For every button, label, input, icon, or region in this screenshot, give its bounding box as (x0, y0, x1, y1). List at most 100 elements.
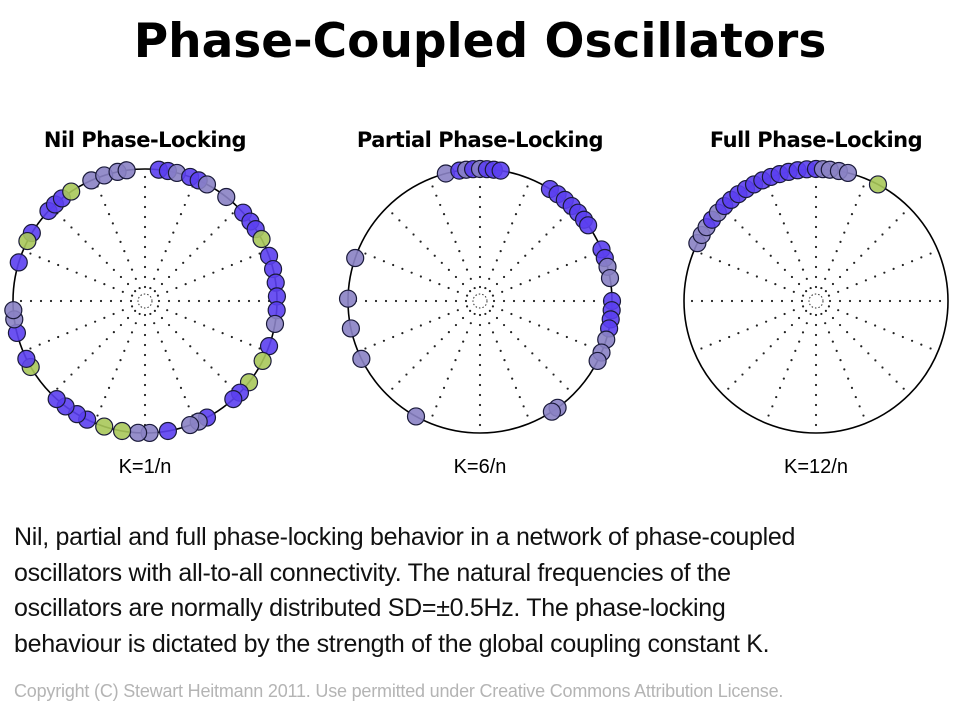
grid-dot (143, 373, 147, 377)
grid-dot (783, 331, 786, 334)
grid-dot (99, 299, 103, 303)
grid-dot (469, 277, 472, 280)
phase-circle (4, 160, 287, 443)
grid-dot (783, 312, 786, 316)
grid-dot (831, 259, 834, 262)
grid-dot (130, 268, 134, 271)
grid-dot (510, 286, 513, 290)
grid-dot (828, 299, 832, 303)
grid-dot (867, 247, 870, 250)
grid-dot (783, 268, 786, 271)
grid-dot (846, 331, 849, 334)
grid-dot (547, 328, 550, 331)
coupling-label: K=1/n (118, 456, 172, 478)
grid-dot (478, 353, 482, 357)
grid-dot (545, 366, 548, 369)
grid-dot (908, 299, 912, 303)
grid-dot (177, 299, 181, 303)
grid-dot (769, 345, 772, 348)
grid-dot (503, 359, 506, 362)
grid-dot (528, 279, 531, 282)
grid-dot (538, 324, 541, 327)
grid-dot (820, 286, 823, 290)
grid-dot (410, 271, 413, 274)
oscillator-marker (588, 351, 607, 371)
grid-dot (780, 299, 784, 303)
grid-dot (29, 299, 33, 303)
grid-dot (920, 256, 923, 259)
grid-dot (478, 265, 482, 269)
grid-dot (910, 339, 914, 342)
grid-dot (835, 250, 838, 253)
grid-dot (502, 299, 506, 303)
grid-dot (552, 299, 556, 303)
grid-dot (510, 268, 513, 271)
grid-dot (478, 275, 482, 279)
grid-dot (478, 393, 482, 397)
grid-dot (827, 268, 831, 271)
grid-dot (429, 279, 432, 282)
grid-dot (239, 260, 243, 263)
grid-dot (559, 380, 562, 383)
grid-dot (727, 387, 730, 390)
grid-dot (746, 271, 749, 274)
grid-dot (166, 309, 169, 312)
grid-dot (824, 309, 827, 312)
grid-dot (478, 235, 482, 239)
grid-dot (230, 263, 233, 267)
grid-dot (143, 195, 147, 199)
grid-dot (189, 254, 192, 257)
grid-dot (230, 335, 233, 339)
grid-dot (478, 205, 482, 209)
grid-dot (584, 343, 587, 346)
oscillator-marker (579, 216, 598, 235)
grid-dot (426, 247, 429, 250)
grid-dot (478, 225, 482, 229)
oscillator-marker (128, 423, 148, 442)
grid-dot (373, 343, 376, 346)
grid-dot (197, 299, 201, 303)
grid-dot (517, 338, 520, 341)
grid-dot (888, 226, 891, 229)
grid-dot (929, 347, 932, 350)
grid-dot (769, 254, 772, 257)
grid-dot (187, 405, 190, 408)
center-marker (137, 293, 153, 309)
grid-dot (792, 309, 795, 312)
grid-dot (902, 387, 905, 390)
grid-dot (75, 271, 78, 274)
grid-dot (566, 387, 569, 390)
grid-dot (538, 359, 541, 362)
grid-dot (478, 255, 482, 259)
grid-dot (809, 286, 812, 290)
grid-dot (814, 235, 818, 239)
oscillator-marker (224, 389, 243, 409)
grid-dot (156, 268, 160, 271)
grid-dot (478, 363, 482, 367)
grid-dot (143, 285, 147, 289)
grid-dot (519, 283, 522, 286)
grid-dot (838, 323, 842, 327)
grid-dot (526, 414, 529, 417)
grid-dot (447, 268, 450, 271)
grid-dot (458, 349, 461, 352)
grid-dot (574, 260, 578, 263)
grid-dot (398, 219, 401, 222)
oscillator-marker (868, 175, 888, 194)
grid-dot (473, 312, 476, 316)
grid-dot (98, 345, 101, 348)
grid-dot (491, 294, 495, 297)
grid-dot (105, 338, 108, 341)
grid-dot (217, 373, 220, 376)
grid-dot (902, 212, 905, 215)
grid-dot (864, 279, 867, 282)
oscillator-marker (17, 349, 36, 368)
oscillator-marker (253, 351, 272, 371)
grid-dot (143, 215, 147, 219)
grid-dot (478, 323, 482, 327)
grid-dot (786, 231, 789, 234)
grid-dot (121, 309, 124, 312)
grid-dot (814, 343, 818, 347)
grid-dot (839, 240, 842, 243)
grid-dot (538, 240, 541, 243)
